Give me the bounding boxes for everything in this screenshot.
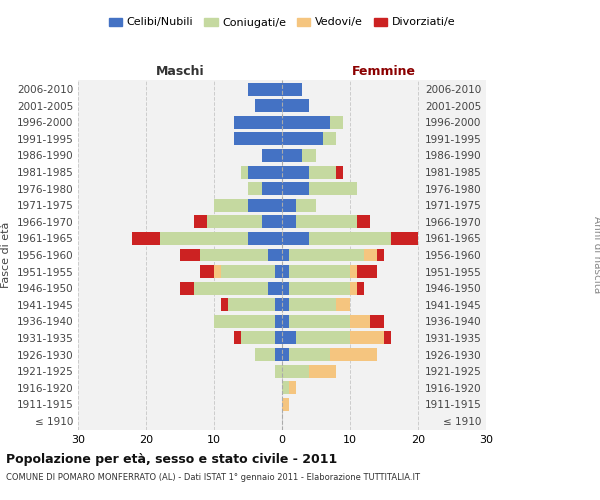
Bar — [282, 166, 309, 178]
Bar — [221, 265, 275, 278]
Bar — [235, 132, 282, 145]
Bar — [214, 265, 221, 278]
Bar — [350, 315, 370, 328]
Bar — [282, 298, 289, 311]
Bar — [357, 216, 370, 228]
Bar — [289, 348, 329, 361]
Bar — [282, 348, 289, 361]
Bar — [357, 265, 377, 278]
Bar — [275, 348, 282, 361]
Bar — [248, 82, 282, 96]
Bar — [296, 216, 357, 228]
Bar — [255, 348, 275, 361]
Bar — [282, 116, 329, 129]
Text: Femmine: Femmine — [352, 64, 416, 78]
Bar — [255, 99, 282, 112]
Bar — [350, 282, 357, 294]
Bar — [194, 216, 207, 228]
Bar — [248, 166, 282, 178]
Bar — [350, 265, 357, 278]
Bar — [275, 332, 282, 344]
Bar — [282, 398, 289, 411]
Bar — [282, 265, 289, 278]
Bar — [289, 381, 296, 394]
Bar — [391, 232, 418, 245]
Bar — [329, 348, 377, 361]
Text: Popolazione per età, sesso e stato civile - 2011: Popolazione per età, sesso e stato civil… — [6, 452, 337, 466]
Bar — [235, 332, 241, 344]
Bar — [282, 282, 289, 294]
Bar — [302, 149, 316, 162]
Bar — [235, 116, 282, 129]
Bar — [296, 332, 350, 344]
Bar — [289, 315, 350, 328]
Bar — [268, 248, 282, 262]
Bar — [194, 282, 268, 294]
Bar — [309, 232, 391, 245]
Bar — [282, 381, 289, 394]
Bar — [282, 99, 309, 112]
Bar — [377, 248, 384, 262]
Bar — [207, 216, 262, 228]
Bar — [275, 265, 282, 278]
Bar — [200, 265, 214, 278]
Bar — [296, 199, 316, 211]
Bar — [133, 232, 160, 245]
Bar — [282, 149, 302, 162]
Bar — [248, 199, 282, 211]
Bar — [282, 216, 296, 228]
Bar — [282, 82, 302, 96]
Bar — [227, 298, 275, 311]
Bar — [160, 232, 248, 245]
Bar — [214, 199, 248, 211]
Text: Anni di nascita: Anni di nascita — [592, 216, 600, 294]
Y-axis label: Fasce di età: Fasce di età — [1, 222, 11, 288]
Bar — [282, 248, 289, 262]
Bar — [337, 166, 343, 178]
Bar — [282, 364, 309, 378]
Bar — [262, 149, 282, 162]
Legend: Celibi/Nubili, Coniugati/e, Vedovi/e, Divorziati/e: Celibi/Nubili, Coniugati/e, Vedovi/e, Di… — [104, 13, 460, 32]
Bar — [241, 166, 248, 178]
Text: Maschi: Maschi — [155, 64, 205, 78]
Bar — [357, 282, 364, 294]
Bar — [370, 315, 384, 328]
Bar — [384, 332, 391, 344]
Bar — [289, 298, 337, 311]
Bar — [289, 282, 350, 294]
Bar — [241, 332, 275, 344]
Bar — [221, 298, 227, 311]
Bar — [282, 182, 309, 195]
Bar — [289, 265, 350, 278]
Bar — [282, 132, 323, 145]
Bar — [323, 132, 337, 145]
Bar — [337, 298, 350, 311]
Bar — [282, 315, 289, 328]
Bar — [282, 199, 296, 211]
Bar — [282, 232, 309, 245]
Bar — [268, 282, 282, 294]
Bar — [364, 248, 377, 262]
Bar — [275, 364, 282, 378]
Bar — [262, 216, 282, 228]
Bar — [200, 248, 268, 262]
Text: COMUNE DI POMARO MONFERRATO (AL) - Dati ISTAT 1° gennaio 2011 - Elaborazione TUT: COMUNE DI POMARO MONFERRATO (AL) - Dati … — [6, 472, 420, 482]
Bar — [248, 182, 262, 195]
Bar — [309, 166, 337, 178]
Bar — [309, 364, 337, 378]
Bar — [248, 232, 282, 245]
Bar — [214, 315, 275, 328]
Bar — [309, 182, 357, 195]
Bar — [329, 116, 343, 129]
Bar — [275, 315, 282, 328]
Bar — [275, 298, 282, 311]
Bar — [180, 248, 200, 262]
Bar — [262, 182, 282, 195]
Bar — [180, 282, 194, 294]
Bar — [282, 332, 296, 344]
Bar — [289, 248, 364, 262]
Bar — [350, 332, 384, 344]
